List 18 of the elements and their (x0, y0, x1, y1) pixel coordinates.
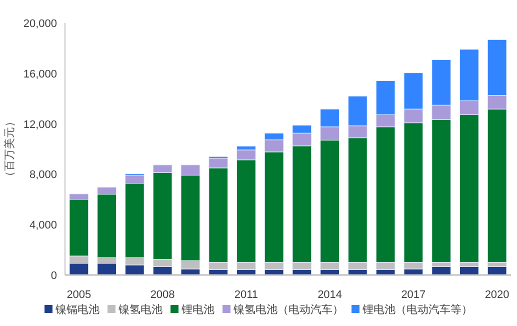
legend-label: 锂电池（电动汽车等） (362, 303, 472, 316)
x-tick-label: 2020 (484, 289, 510, 301)
y-tick-label: 8,000 (29, 169, 57, 182)
legend-label: 镍氢电池（电动汽车） (232, 303, 344, 316)
x-tick-label: 2014 (318, 289, 342, 301)
y-tick-label: 4,000 (29, 220, 57, 232)
y-tick-label: 0 (50, 270, 57, 282)
x-tick-label: 2011 (234, 289, 258, 301)
x-tick-label: 2008 (150, 289, 175, 301)
legend-label: 镍镉电池 (54, 303, 100, 316)
x-tick-label: 2005 (66, 289, 92, 301)
x-tick-label: 2017 (401, 289, 426, 301)
legend-label: 锂电池 (180, 303, 214, 316)
y-tick-label: 12,000 (23, 118, 57, 131)
y-axis-title: （百万美元） (3, 116, 16, 182)
y-tick-label: 20,000 (23, 18, 57, 30)
y-tick-label: 16,000 (23, 68, 57, 80)
legend-label: 镍氢电池 (118, 303, 162, 316)
